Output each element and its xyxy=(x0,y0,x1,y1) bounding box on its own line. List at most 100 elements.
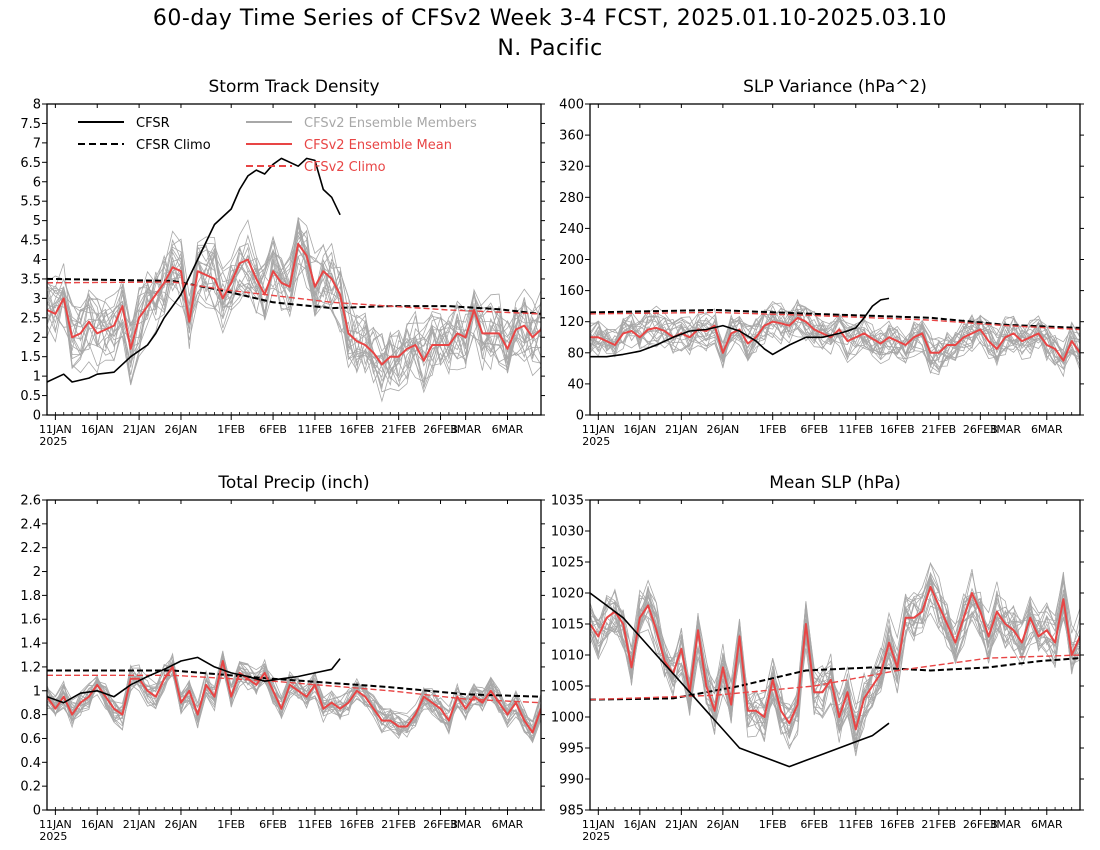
ensemble-member-line-17 xyxy=(590,302,1080,372)
x-tick-label: 6FEB xyxy=(259,423,287,436)
x-tick-label: 1FEB xyxy=(217,423,245,436)
chart-panel-4: Mean SLP (hPa) 985 990 995 1000 1005 1010 1015 1… xyxy=(551,473,1084,843)
y-tick-label: 0.8 xyxy=(20,708,41,723)
x-tick-label: 26FEB xyxy=(963,818,998,831)
y-tick-label: 1 xyxy=(33,684,41,699)
y-tick-label: 120 xyxy=(559,315,584,330)
x-tick-label: 26JAN xyxy=(165,423,198,436)
panel-title: Mean SLP (hPa) xyxy=(769,473,901,493)
x-tick-label: 6MAR xyxy=(492,423,524,436)
y-tick-label: 0 xyxy=(576,409,584,424)
y-tick-label: 2.4 xyxy=(20,517,41,532)
chart-panel-2: SLP Variance (hPa^2) 0 40 80 120 160 200 240 280… xyxy=(559,77,1084,448)
legend-members-label: CFSv2 Ensemble Members xyxy=(304,116,477,131)
x-tick-label: 26JAN xyxy=(165,818,198,831)
x-tick-label: 6MAR xyxy=(492,818,524,831)
figure-title: 60-day Time Series of CFSv2 Week 3-4 FCS… xyxy=(152,6,948,31)
x-tick-label: 21FEB xyxy=(921,818,956,831)
x-tick-label: 26JAN xyxy=(706,423,739,436)
ensemble-member-line-16 xyxy=(590,573,1080,738)
x-tick-label: 21FEB xyxy=(381,423,416,436)
y-tick-label: 995 xyxy=(559,742,584,757)
figure-subtitle: N. Pacific xyxy=(497,36,603,61)
x-tick-label: 26FEB xyxy=(423,818,458,831)
y-tick-label: 4 xyxy=(33,253,41,268)
ensemble-mean-line xyxy=(47,660,541,734)
y-tick-label: 360 xyxy=(559,129,584,144)
cfsv2-climo-line xyxy=(47,281,541,315)
figure-title-block: 60-day Time Series of CFSv2 Week 3-4 FCS… xyxy=(0,4,1100,64)
x-tick-label: 11FEB xyxy=(838,423,873,436)
y-tick-label: 0.5 xyxy=(20,389,41,404)
x-tick-label: 16JAN xyxy=(623,818,656,831)
y-tick-label: 160 xyxy=(559,284,584,299)
y-tick-label: 0 xyxy=(33,804,41,819)
chart-panel-1: Storm Track Density 0 0.5 1 1.5 2 2.5 3 3.5 4 4.5 5… xyxy=(20,77,545,448)
y-tick-label: 320 xyxy=(559,160,584,175)
x-tick-label: 21JAN xyxy=(665,818,698,831)
y-tick-label: 6 xyxy=(33,175,41,190)
y-tick-label: 5.5 xyxy=(20,195,41,210)
y-tick-label: 1025 xyxy=(551,556,584,571)
x-tick-label: 3MAR xyxy=(450,818,482,831)
panel-title: Storm Track Density xyxy=(208,77,379,97)
cfsr-line xyxy=(47,656,341,704)
ensemble-member-line-20 xyxy=(590,313,1080,361)
x-tick-label: 11FEB xyxy=(298,423,333,436)
ensemble-member-line-18 xyxy=(47,251,541,381)
x-tick-label: 6FEB xyxy=(800,423,828,436)
x-tick-label: 1FEB xyxy=(759,423,787,436)
x-tick-label: 11JAN xyxy=(582,818,615,831)
y-tick-label: 2 xyxy=(33,331,41,346)
plot-frame xyxy=(46,499,542,811)
x-tick-label: 6FEB xyxy=(800,818,828,831)
ensemble-member-line-20 xyxy=(590,596,1080,740)
y-tick-label: 3.5 xyxy=(20,272,41,287)
cfsr-climo-line xyxy=(590,309,1080,329)
y-tick-label: 2.5 xyxy=(20,311,41,326)
x-tick-label: 26JAN xyxy=(706,818,739,831)
plot-area xyxy=(47,157,541,403)
ensemble-member-line-7 xyxy=(47,246,541,388)
y-tick-label: 1005 xyxy=(551,680,584,695)
x-tick-label: 21FEB xyxy=(921,423,956,436)
y-tick-label: 6.5 xyxy=(20,156,41,171)
x-axis-year-label: 2025 xyxy=(582,435,610,448)
panel-title: SLP Variance (hPa^2) xyxy=(743,77,927,97)
x-tick-label: 11FEB xyxy=(298,818,333,831)
x-tick-label: 21FEB xyxy=(381,818,416,831)
plot-frame xyxy=(589,103,1081,416)
x-axis-year-label: 2025 xyxy=(582,830,610,843)
panel-title: Total Precip (inch) xyxy=(217,473,369,493)
y-tick-label: 200 xyxy=(559,253,584,268)
x-tick-label: 16FEB xyxy=(880,423,915,436)
y-tick-label: 8 xyxy=(33,98,41,113)
legend-cfsr-label: CFSR xyxy=(136,116,170,131)
ensemble-member-line-11 xyxy=(47,650,541,741)
chart-panel-3: Total Precip (inch) 0 0.2 0.4 0.6 0.8 1 1.2 1.4 1… xyxy=(20,473,545,843)
ensemble-member-line-14 xyxy=(590,571,1080,736)
ensemble-mean-line xyxy=(47,242,541,366)
y-tick-label: 1020 xyxy=(551,587,584,602)
y-tick-label: 400 xyxy=(559,98,584,113)
cfsv2-climo-line xyxy=(590,311,1080,331)
x-tick-label: 16FEB xyxy=(880,818,915,831)
x-axis-year-label: 2025 xyxy=(39,435,67,448)
y-tick-label: 1030 xyxy=(551,525,584,540)
ensemble-member-line-14 xyxy=(590,315,1080,366)
cfsr-climo-line xyxy=(590,657,1080,701)
plot-area xyxy=(590,561,1080,768)
y-tick-label: 3 xyxy=(33,292,41,307)
y-tick-label: 5 xyxy=(33,214,41,229)
cfsr-line xyxy=(590,297,890,358)
cfsr-line xyxy=(590,592,890,768)
y-tick-label: 0.4 xyxy=(20,756,41,771)
cfsr-line xyxy=(47,157,341,383)
legend-cfsr-climo-label: CFSR Climo xyxy=(136,138,211,153)
legend-mean-label: CFSv2 Ensemble Mean xyxy=(304,138,452,153)
y-tick-label: 4.5 xyxy=(20,234,41,249)
y-tick-label: 0.2 xyxy=(20,780,41,795)
y-tick-label: 1.8 xyxy=(20,589,41,604)
x-tick-label: 6FEB xyxy=(259,818,287,831)
